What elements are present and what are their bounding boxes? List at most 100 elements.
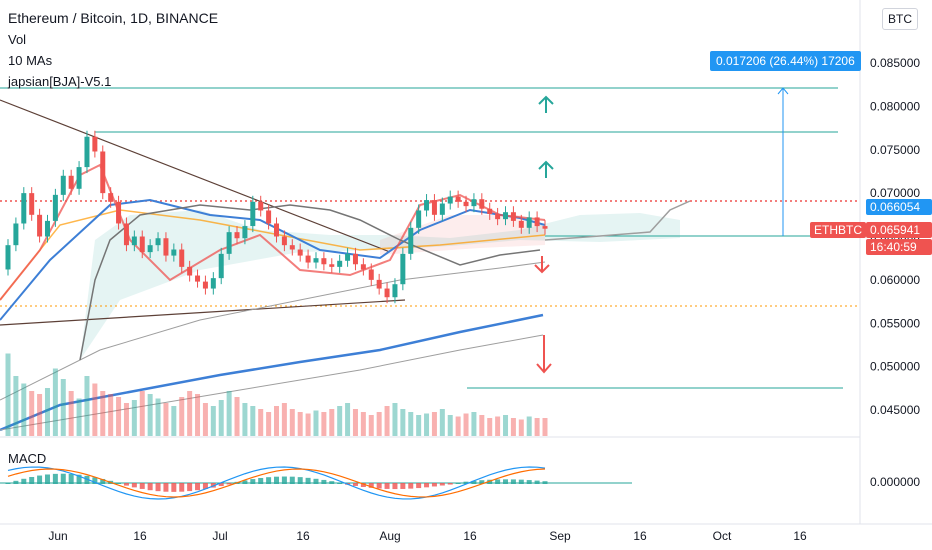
volume-bar [179,397,185,436]
candle-body [116,201,122,224]
volume-bar [5,353,11,436]
volume-bar [424,413,430,436]
macd-histogram-bar [439,483,445,486]
currency-button[interactable]: BTC [882,8,918,30]
chart-title[interactable]: Ethereum / Bitcoin, 1D, BINANCE [8,10,219,26]
candle-body [123,223,129,246]
macd-signal-line [7,468,546,498]
candle-body [84,136,90,168]
macd-histogram-bar [352,483,358,486]
countdown-tag: 16:40:59 [866,239,932,255]
symbol-tag: ETHBTC [810,222,866,238]
volume-bar [408,412,414,436]
candle-body [226,232,232,254]
indicator-japsian[interactable]: japsian[BJA]-V5.1 [8,74,112,89]
macd-histogram-bar [187,483,193,492]
volume-bar [297,412,303,436]
candle-body [37,214,43,237]
volume-bar [518,419,524,436]
volume-bar [139,391,145,436]
macd-histogram-bar [384,483,390,489]
macd-histogram-bar [116,482,122,484]
volume-bar [218,400,224,436]
macd-histogram-bar [139,483,145,489]
macd-histogram-bar [68,473,74,484]
macd-histogram-bar [392,483,398,490]
candle-body [179,249,185,267]
macd-histogram-bar [329,481,335,484]
candle-body [195,275,201,282]
volume-bar [337,406,343,436]
time-tick-label: Jul [212,529,227,543]
indicator-volume[interactable]: Vol [8,32,27,47]
measure-arrowhead [777,87,789,95]
indicator-mas[interactable]: 10 MAs [8,53,53,68]
volume-bar [534,418,540,436]
target-down-arrow-bottom [536,335,552,374]
volume-bar [455,416,461,436]
close-price-tag: 0.065941 [866,222,932,238]
macd-histogram-bar [471,480,477,484]
volume-bar [210,406,216,436]
macd-histogram-bar [305,477,311,484]
macd-histogram-bar [408,483,414,489]
candle-body [171,249,177,256]
macd-histogram-bar [337,482,343,484]
volume-bar [274,406,279,436]
candle-body [455,196,461,202]
time-tick-label: Oct [713,529,732,543]
volume-bar [250,406,256,436]
macd-histogram-bar [60,473,66,484]
macd-histogram-bar [376,483,382,489]
volume-bar [123,403,129,436]
price-tick-label: 0.070000 [870,186,920,200]
candle-body [155,238,161,246]
candle-body [424,200,430,211]
volume-bar [131,400,137,436]
macd-histogram-bar [100,478,106,484]
ma-grey-1 [0,261,546,401]
candle-body [321,258,327,265]
volume-bar [234,397,240,436]
macd-legend: MACD [8,448,46,469]
ma-blue-long [0,313,544,432]
volume-bar [305,413,311,436]
macd-histogram-bar [76,474,82,484]
candle-body [13,223,19,246]
macd-histogram-bar [416,483,422,489]
candle-body [495,213,501,220]
candle-body [534,217,540,227]
volume-bar [329,409,335,436]
target-up-arrow-mid [538,160,554,178]
volume-bar [92,383,98,436]
candle-body [202,281,208,289]
volume-bar [384,406,390,436]
time-tick-label: 16 [133,529,147,543]
macd-histogram-bar [163,483,169,492]
candle-body [274,223,279,237]
volume-bar [84,376,90,436]
volume-bar [289,409,295,436]
indicator-macd[interactable]: MACD [8,451,47,466]
candle-body [92,136,98,152]
volume-bar [376,412,382,436]
candle-body [463,201,469,207]
candle-body [510,212,516,221]
volume-bar [503,415,509,436]
candle-body [297,249,303,256]
candle-body [392,284,398,298]
macd-histogram-bar [400,483,406,489]
trendline-ascending [0,299,406,326]
candle-body [21,193,27,224]
ichimoku-cloud-red [380,215,545,255]
candle-body [400,253,406,285]
candle-body [210,278,216,289]
candle-body [187,266,193,276]
candle-body [337,260,343,267]
candle-body [471,199,477,207]
macd-histogram-bar [297,477,303,484]
target-down-arrow-mid [534,256,550,274]
candle-body [384,288,390,298]
volume-bar [155,398,161,436]
macd-histogram-bar [274,476,279,484]
